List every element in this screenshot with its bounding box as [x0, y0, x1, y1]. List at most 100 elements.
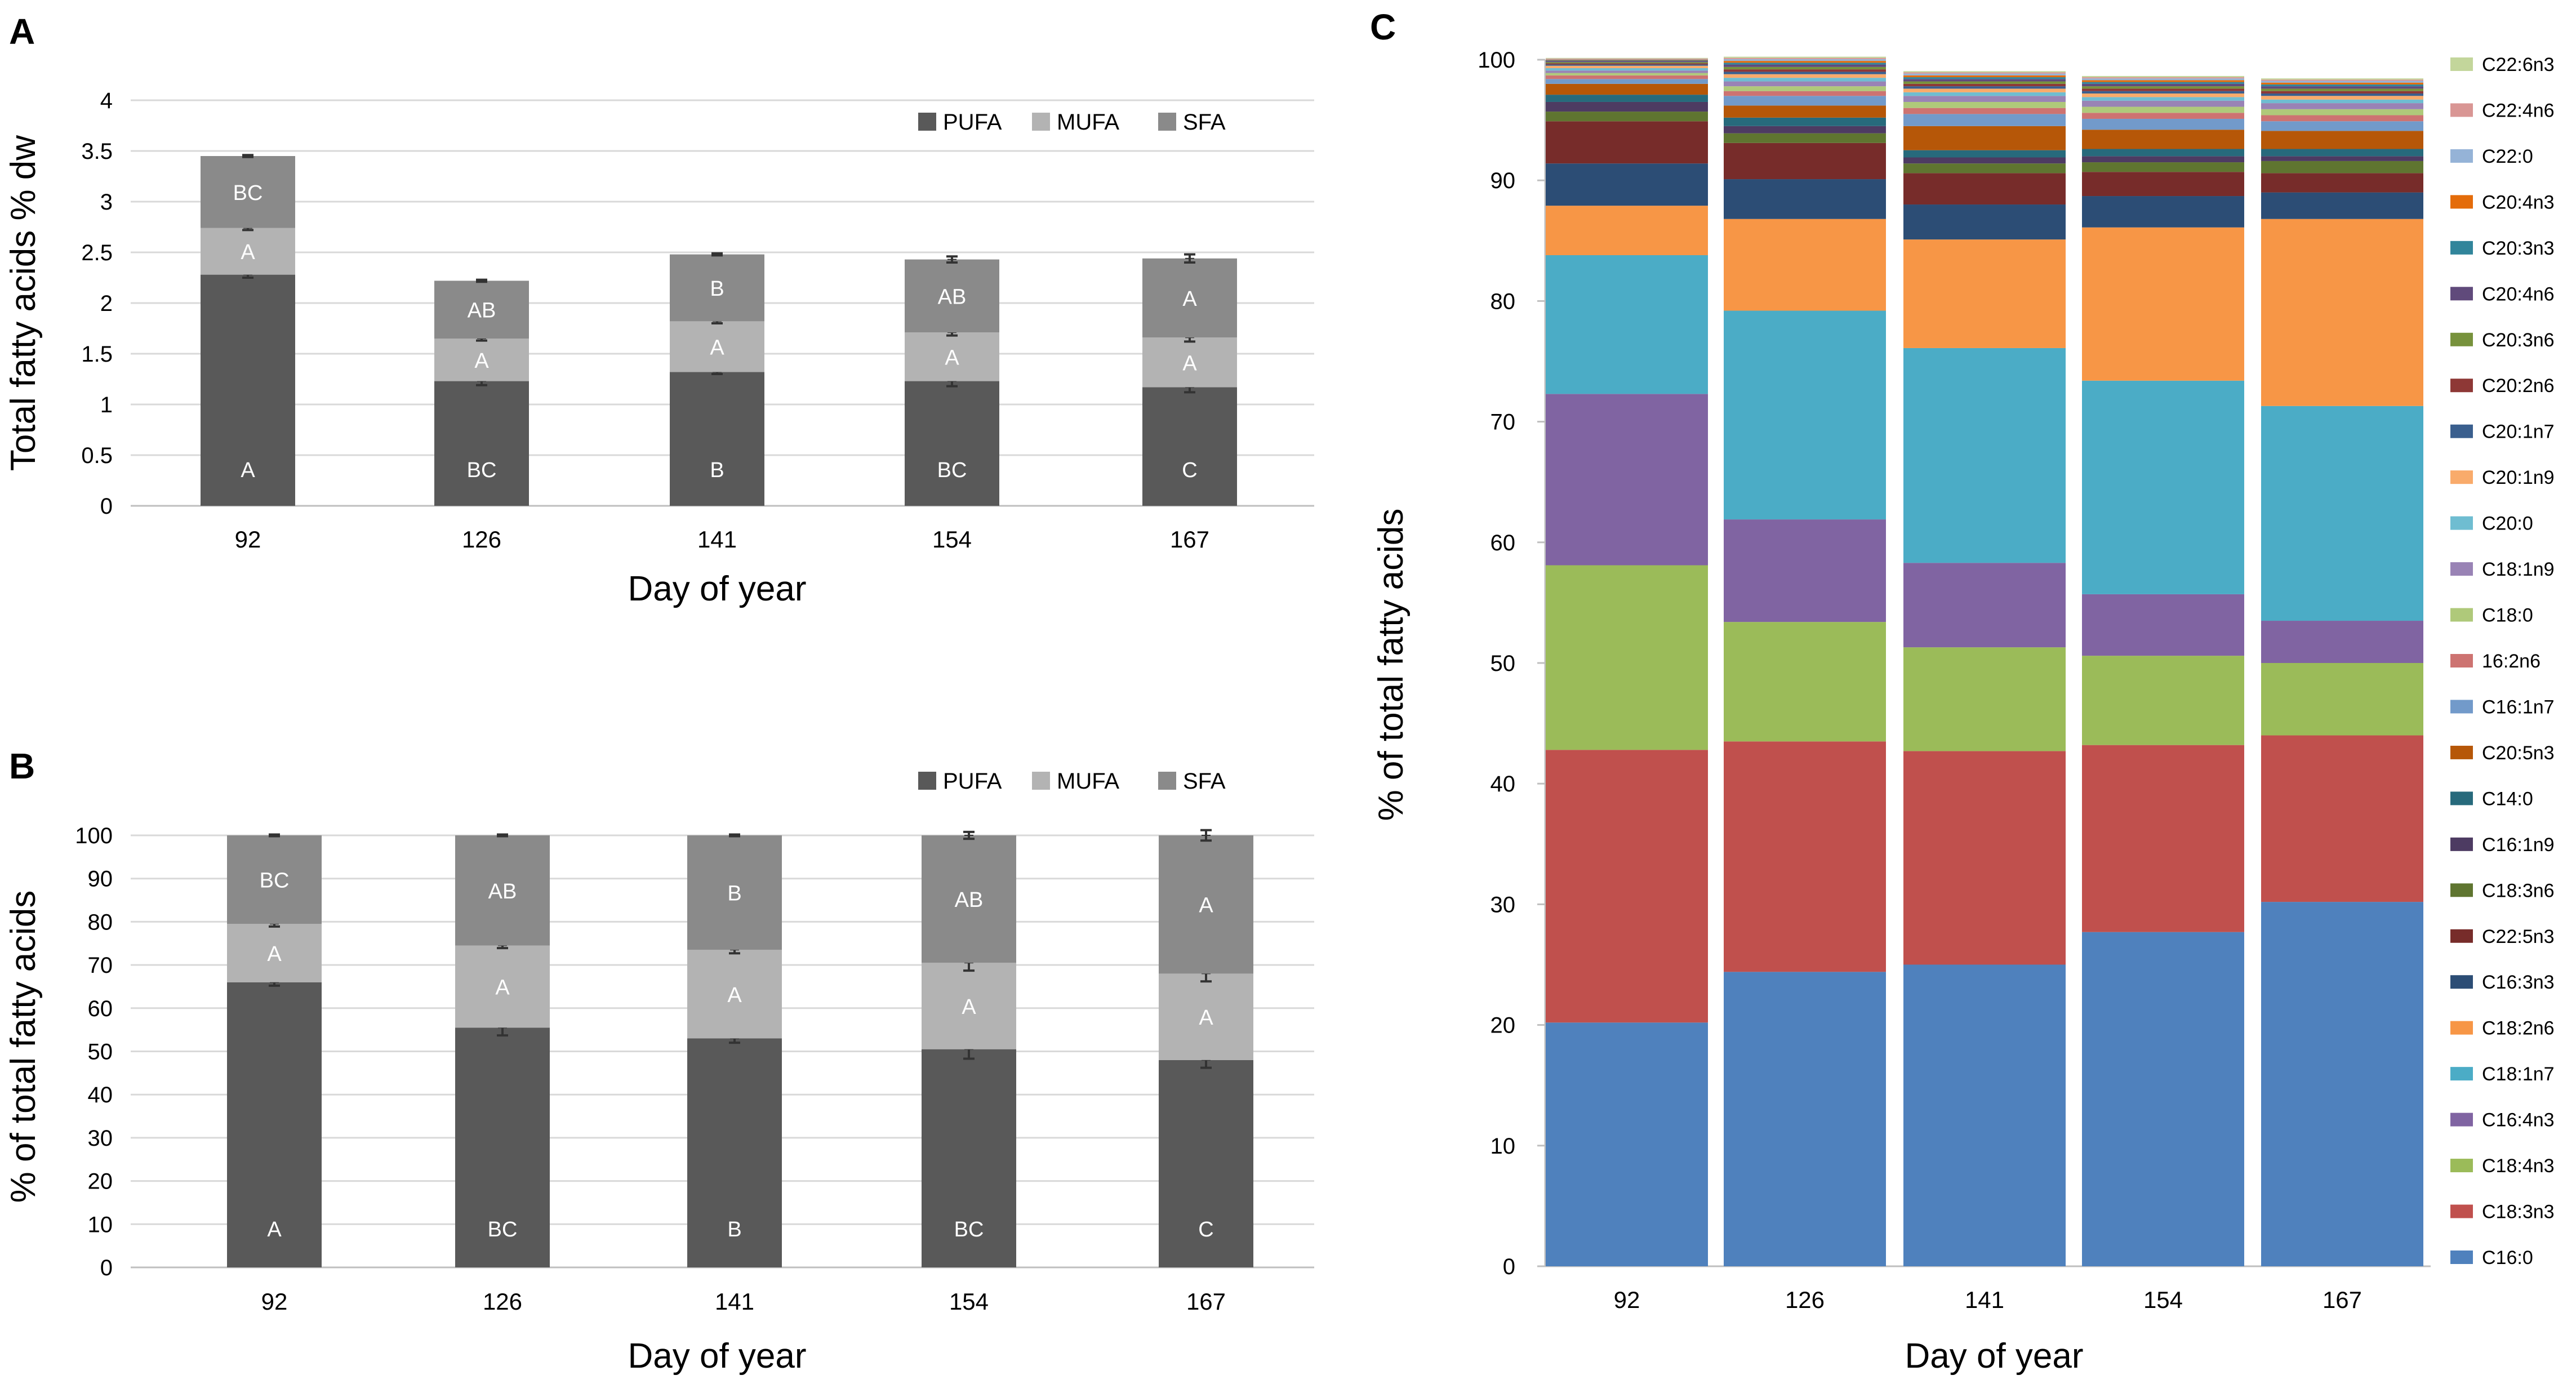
legend-label-c: C16:1n9 [2482, 834, 2555, 856]
bar-segment-c [2261, 88, 2423, 91]
bar-segment-c [1546, 61, 1708, 63]
x-tick-label-a: 126 [462, 526, 501, 553]
x-tick-label-c: 92 [1614, 1287, 1640, 1313]
bar-segment-c [2082, 162, 2244, 172]
legend-label-c: C20:0 [2482, 513, 2533, 535]
x-tick-label-b: 92 [261, 1288, 288, 1315]
bar-segment-a [434, 381, 529, 506]
bar-segment-c [2082, 113, 2244, 119]
bar-segment-c [1724, 59, 1886, 61]
bar-segment-c [1724, 105, 1886, 118]
legend-label-c: C16:3n3 [2482, 972, 2555, 993]
significance-letter-b: BC [488, 1218, 518, 1241]
x-tick-label-a: 141 [697, 526, 737, 553]
y-tick-label-c: 80 [1491, 289, 1516, 314]
bar-segment-c [1724, 219, 1886, 311]
bar-segment-c [1546, 68, 1708, 71]
y-tick-label-c: 50 [1491, 651, 1516, 676]
legend-label-b: SFA [1183, 769, 1226, 794]
legend-swatch-c [2450, 791, 2473, 806]
significance-letter-a: AB [938, 285, 967, 309]
bar-segment-a [1142, 258, 1237, 338]
bar-segment-c [1724, 310, 1886, 520]
significance-letter-b: A [727, 984, 742, 1007]
bar-segment-c [1903, 75, 2066, 78]
x-tick-label-b: 141 [715, 1288, 754, 1315]
legend-label-c: C18:3n6 [2482, 880, 2555, 901]
legend-swatch-c [2450, 745, 2473, 759]
bar-segment-c [2082, 156, 2244, 163]
bar-segment-b [922, 963, 1016, 1049]
bar-segment-a [670, 254, 764, 322]
legend-swatch-c [2450, 195, 2473, 209]
bar-segment-c [1903, 239, 2066, 348]
bar-segment-c [2261, 663, 2423, 736]
bar-segment-c [1724, 741, 1886, 972]
bar-segment-c [2261, 103, 2423, 109]
y-tick-label-c: 20 [1491, 1013, 1516, 1038]
bar-segment-c [1724, 126, 1886, 133]
bar-segment-c [2082, 656, 2244, 745]
y-tick-label-c: 100 [1478, 48, 1515, 73]
bar-segment-c [1903, 79, 2066, 82]
bar-segment-c [1546, 750, 1708, 1023]
bar-segment-a [905, 381, 999, 506]
bar-segment-c [1724, 78, 1886, 82]
legend-label-c: C16:1n7 [2482, 696, 2555, 718]
significance-letter-a: BC [937, 459, 967, 482]
legend-label-c: C20:3n6 [2482, 330, 2555, 351]
bar-segment-a [201, 156, 295, 228]
x-tick-label-b: 167 [1186, 1288, 1226, 1315]
bar-segment-c [1546, 83, 1708, 95]
bar-segment-c [2261, 81, 2423, 83]
y-tick-label-b: 10 [88, 1212, 113, 1237]
bar-segment-c [1546, 163, 1708, 206]
bar-segment-c [2261, 86, 2423, 89]
x-axis-title-b: Day of year [628, 1337, 806, 1376]
legend-swatch-c [2450, 149, 2473, 163]
bar-segment-c [2082, 932, 2244, 1266]
y-tick-label-b: 70 [88, 953, 113, 978]
bar-segment-c [1546, 394, 1708, 566]
bar-segment-c [1903, 204, 2066, 240]
y-tick-label-c: 60 [1491, 531, 1516, 555]
bar-segment-a [905, 332, 999, 381]
legend-swatch-c [2450, 103, 2473, 117]
y-tick-label-b: 30 [88, 1126, 113, 1151]
legend-swatch-c [2450, 837, 2473, 851]
legend-label-c: C18:1n7 [2482, 1063, 2555, 1085]
x-axis-title-a: Day of year [628, 569, 806, 608]
legend-swatch-c [2450, 1159, 2473, 1173]
legend-label-c: C22:4n6 [2482, 100, 2555, 121]
bar-segment-a [434, 281, 529, 339]
significance-letter-b: A [1199, 894, 1213, 918]
bar-segment-c [2261, 161, 2423, 173]
legend-swatch-c [2450, 562, 2473, 576]
legend-label-c: C18:0 [2482, 605, 2533, 626]
chart-b-plot: 0102030405060708090100AABC92BCAAB126BAB1… [4, 769, 1314, 1376]
y-tick-label-a: 0 [100, 494, 113, 519]
legend-label-b: PUFA [943, 769, 1002, 794]
legend-swatch-c [2450, 57, 2473, 71]
bar-segment-c [2082, 75, 2244, 78]
y-tick-label-c: 40 [1491, 772, 1516, 796]
bar-segment-c [1546, 79, 1708, 84]
bar-segment-c [2261, 621, 2423, 663]
legend-label-c: C18:3n3 [2482, 1201, 2555, 1223]
significance-letter-b: BC [260, 869, 290, 893]
bar-segment-b [455, 945, 550, 1028]
y-tick-label-a: 3 [100, 190, 113, 215]
x-tick-label-c: 141 [1965, 1287, 2004, 1313]
x-tick-label-b: 154 [949, 1288, 989, 1315]
bar-segment-c [1546, 57, 1708, 59]
y-tick-label-c: 90 [1491, 168, 1516, 193]
legend-swatch-c [2450, 883, 2473, 897]
y-axis-title-b: % of total fatty acids [4, 891, 43, 1203]
bar-segment-c [1724, 179, 1886, 219]
bar-segment-c [1546, 255, 1708, 394]
y-tick-label-a: 1 [100, 393, 113, 417]
bar-segment-c [1546, 70, 1708, 73]
bar-segment-c [1546, 65, 1708, 68]
legend-swatch-c [2450, 241, 2473, 255]
